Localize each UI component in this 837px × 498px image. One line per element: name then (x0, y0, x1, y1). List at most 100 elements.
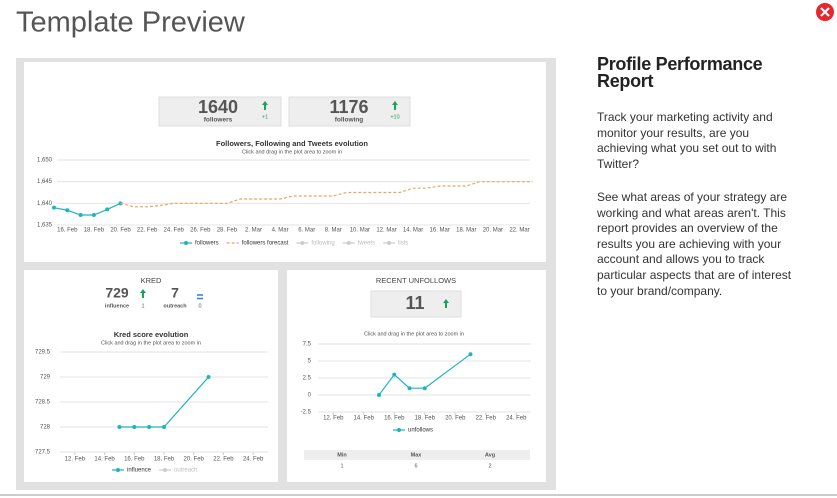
x-tick-label: 18. Mar (456, 228, 476, 234)
equal-icon (197, 294, 203, 300)
kred-panel (24, 270, 278, 482)
y-tick-label: 729.5 (35, 350, 51, 356)
data-point (91, 213, 96, 218)
data-point (468, 352, 473, 357)
kred-label: outreach (163, 303, 187, 309)
close-icon[interactable] (820, 7, 830, 17)
x-tick-label: 6. Mar (298, 228, 315, 234)
data-point (105, 207, 110, 212)
x-tick-label: 4. Mar (272, 228, 289, 234)
data-point (407, 386, 412, 391)
y-tick-label: 1,640 (37, 201, 53, 207)
legend-label: unfollows (408, 428, 433, 434)
stat-value: 11 (405, 293, 424, 313)
stat-label: followers (204, 117, 233, 124)
data-point (147, 425, 152, 429)
x-tick-label: 2. Mar (245, 228, 262, 234)
y-tick-label: 728.5 (35, 400, 51, 406)
panel-title: RECENT UNFOLLOWS (376, 276, 456, 285)
y-tick-label: 7.5 (303, 342, 312, 348)
data-point (117, 425, 122, 429)
legend-label: following (311, 241, 334, 247)
page-title: Template Preview (16, 7, 246, 39)
data-point (422, 386, 427, 391)
stat-box (158, 96, 282, 127)
data-point (206, 375, 211, 379)
up-arrow (392, 101, 398, 110)
x-tick-label: 22. Feb (476, 416, 497, 422)
stat-label: following (335, 117, 364, 124)
x-tick-label: 28. Feb (217, 228, 238, 234)
panel-title: KRED (141, 276, 162, 285)
x-tick-label: 16. Mar (430, 228, 450, 234)
y-tick-label: 727.5 (35, 450, 51, 456)
x-tick-label: 18. Feb (154, 457, 175, 463)
chart-subtitle: Click and drag in the plot area to zoom … (364, 331, 464, 337)
x-tick-label: 24. Feb (243, 457, 264, 463)
x-tick-label: 22. Mar (509, 228, 529, 234)
x-tick-label: 12. Feb (323, 416, 344, 422)
legend-label: followers forecast (242, 241, 289, 247)
legend-marker (300, 241, 305, 245)
followers-panel (24, 62, 546, 262)
x-tick-label: 18. Feb (84, 228, 105, 234)
legend-label: tweets (358, 241, 375, 247)
table-header-cell: Avg (485, 452, 495, 458)
x-tick-label: 22. Feb (137, 228, 158, 234)
y-tick-label: 729 (40, 375, 51, 381)
y-tick-label: 728 (40, 425, 51, 431)
y-tick-label: 1,635 (37, 223, 53, 229)
legend-marker (346, 241, 351, 245)
x-tick-label: 16. Feb (384, 416, 405, 422)
data-point (132, 425, 137, 429)
y-tick-label: -2.5 (301, 410, 312, 416)
y-tick-label: 5 (308, 359, 312, 365)
stat-value: 1640 (198, 97, 238, 117)
report-paragraph: Track your marketing activity and monito… (597, 110, 777, 171)
up-arrow (262, 101, 268, 110)
close-button[interactable] (816, 3, 834, 21)
y-tick-label: 0 (308, 393, 312, 399)
legend-label: outreach (174, 468, 197, 474)
x-tick-label: 24. Feb (506, 416, 527, 422)
data-point (162, 425, 166, 429)
table-header-cell: Max (411, 452, 423, 458)
kred-value: 7 (171, 285, 179, 301)
stat-box (288, 96, 411, 127)
legend-marker (116, 468, 120, 472)
legend-marker (184, 241, 188, 245)
series-line (53, 202, 121, 216)
chart-title: Followers, Following and Tweets evolutio… (216, 139, 368, 148)
chart-subtitle: Click and drag in the plot area to zoom … (101, 340, 201, 346)
data-point (392, 372, 397, 377)
legend-label: followers (195, 241, 219, 247)
data-point (65, 208, 70, 213)
up-arrow (140, 289, 146, 298)
up-arrow (443, 299, 449, 308)
chart-title: Kred score evolution (114, 330, 189, 339)
y-tick-label: 1,650 (37, 158, 53, 164)
x-tick-label: 10. Mar (350, 228, 370, 234)
x-tick-label: 12. Feb (65, 457, 86, 463)
legend-label: influence (127, 468, 152, 474)
x-tick-label: 20. Feb (110, 228, 131, 234)
chart-subtitle: Click and drag in the plot area to zoom … (242, 149, 342, 155)
data-point (78, 213, 83, 218)
data-point (52, 205, 56, 210)
legend-marker (397, 428, 401, 432)
x-tick-label: 12. Mar (376, 228, 396, 234)
x-tick-label: 22. Feb (213, 457, 234, 463)
x-tick-label: 14. Feb (354, 416, 375, 422)
legend-marker (387, 241, 392, 245)
x-tick-label: 16. Feb (124, 457, 145, 463)
x-tick-label: 14. Mar (403, 228, 423, 234)
report-title: Profile Performance Report (597, 54, 763, 91)
data-point (377, 393, 381, 397)
table-header (304, 450, 530, 460)
x-tick-label: 26. Feb (190, 228, 211, 234)
x-tick-label: 16. Feb (57, 228, 78, 234)
y-tick-label: 1,645 (37, 179, 53, 185)
stat-value: 1176 (329, 97, 368, 117)
